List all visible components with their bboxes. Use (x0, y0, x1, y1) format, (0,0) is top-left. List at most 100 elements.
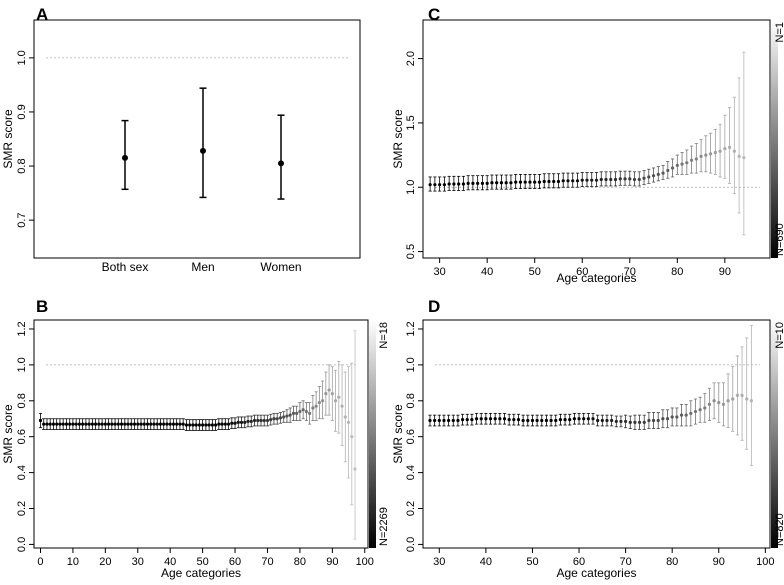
y-tick-label: 0.6 (405, 429, 417, 444)
data-point (149, 422, 153, 426)
error-bar-group (321, 380, 325, 420)
data-point (291, 411, 296, 415)
error-bar-group (675, 154, 679, 175)
data-point (213, 423, 218, 427)
data-point (295, 411, 299, 415)
data-point (514, 180, 518, 184)
data-point (647, 418, 651, 423)
plot-frame (422, 319, 771, 549)
data-point (623, 177, 627, 181)
data-point (600, 418, 604, 423)
plot-frame (33, 19, 361, 259)
data-point (661, 417, 665, 421)
data-point (723, 147, 727, 151)
error-bar-group (330, 366, 334, 421)
data-point (633, 420, 637, 424)
data-point (116, 422, 120, 426)
error-bar-group (437, 414, 441, 427)
error-bar-group (213, 419, 218, 431)
x-tick-label: 30 (434, 266, 446, 278)
data-point (577, 417, 581, 421)
data-point (461, 182, 466, 186)
y-tick-label: 1.0 (16, 357, 28, 372)
data-point (493, 417, 497, 421)
error-bar-group (162, 418, 166, 430)
error-bar-group (100, 418, 104, 430)
error-bar-group (210, 419, 214, 431)
error-bar-group (71, 418, 75, 430)
error-bar-group (340, 364, 344, 447)
error-bar-group (438, 176, 442, 192)
error-bar-group (740, 346, 744, 441)
error-bar-group (136, 418, 140, 430)
error-bar-group (314, 391, 318, 421)
error-bar-group (145, 418, 150, 430)
data-point (637, 177, 641, 182)
error-bar-group (175, 418, 179, 430)
error-bar-group (713, 128, 717, 175)
data-point (656, 418, 660, 423)
y-tick-label: 0.4 (16, 465, 28, 480)
y-tick-label: 0.6 (16, 429, 28, 444)
error-bar-group (288, 407, 292, 423)
error-bar-group (544, 414, 549, 427)
error-bar-group (256, 414, 260, 427)
error-bar-group (259, 414, 263, 427)
data-point (651, 418, 656, 423)
error-bar-group (433, 414, 437, 427)
error-bar-group (165, 418, 169, 430)
error-bar-group (571, 172, 575, 188)
data-point (590, 178, 594, 182)
y-tick-label: 1.2 (405, 321, 417, 336)
error-bar-group (181, 418, 185, 430)
data-point (200, 147, 206, 154)
error-bar-group (155, 418, 159, 430)
data-point (737, 154, 741, 158)
error-bar-group (269, 413, 273, 426)
data-point (647, 175, 651, 179)
data-point (207, 423, 211, 427)
error-bar-group (343, 371, 347, 463)
x-tick-label: 10 (67, 556, 79, 568)
error-bar-group (74, 418, 78, 430)
error-bar-group (346, 366, 351, 479)
y-tick-label: 0.2 (16, 501, 28, 516)
error-bar-group (142, 418, 146, 430)
error-bar-group (628, 170, 632, 186)
data-point (340, 404, 344, 408)
error-bar-group (642, 170, 646, 186)
data-point (718, 149, 722, 153)
error-bar-group (666, 161, 670, 179)
data-point (609, 177, 613, 182)
data-point (665, 417, 670, 421)
data-point (471, 181, 475, 185)
data-point (610, 418, 614, 423)
error-bar-group (457, 175, 461, 191)
error-bar-group (479, 412, 483, 425)
error-bar-group (470, 413, 474, 426)
data-point (465, 418, 469, 422)
error-bar-group (353, 330, 357, 540)
data-point (549, 418, 553, 423)
data-point (651, 174, 656, 178)
colorbar (369, 320, 376, 548)
error-bar-group (246, 415, 250, 428)
data-point (556, 179, 561, 184)
data-point (717, 400, 721, 405)
x-axis-label: Age categories (556, 271, 636, 285)
error-bar-group (217, 418, 221, 430)
data-point (132, 422, 137, 426)
data-point (554, 418, 558, 423)
data-point (42, 422, 46, 426)
data-point (48, 422, 52, 426)
error-bar-group (689, 400, 693, 427)
data-point (684, 413, 688, 417)
panel-title: A (36, 5, 48, 24)
colorbar-bottom-label: N=820 (774, 513, 784, 546)
data-point (731, 397, 735, 401)
data-point (614, 419, 618, 424)
data-point (433, 183, 437, 187)
data-point (275, 417, 279, 421)
data-point (337, 395, 341, 399)
x-tick-label: 60 (576, 266, 588, 278)
